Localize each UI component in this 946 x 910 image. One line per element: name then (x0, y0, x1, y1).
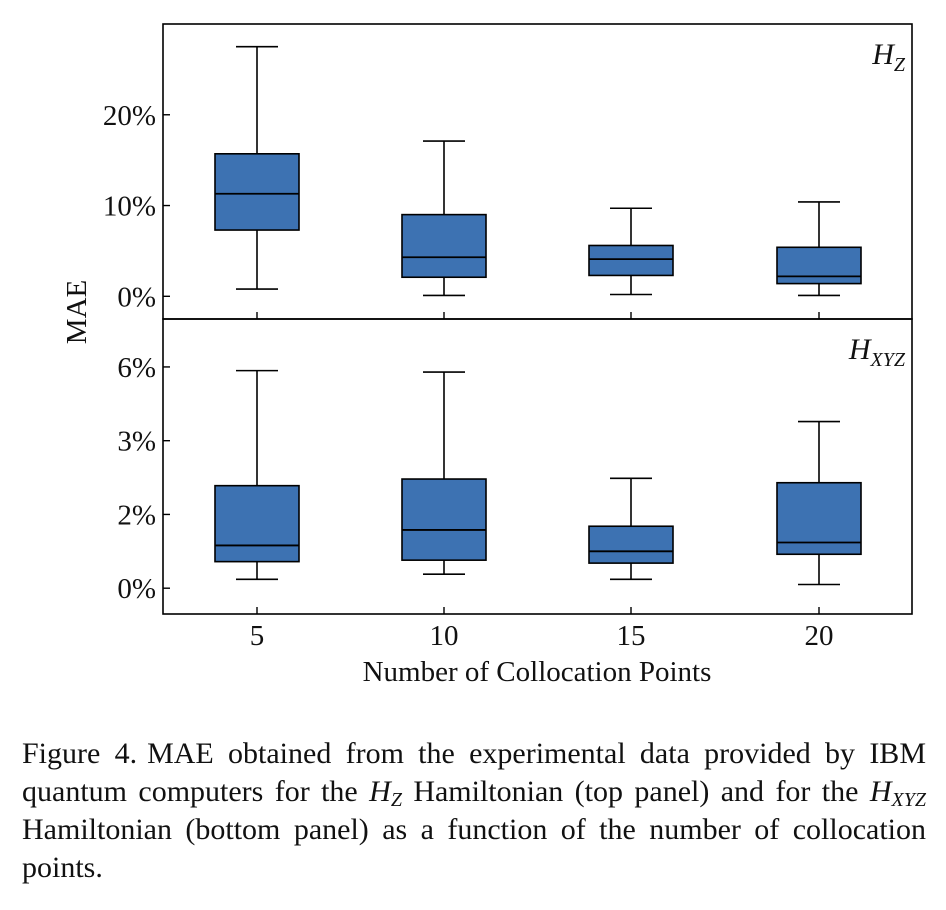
bottom-panel: 0% 2% 3% 6% HXYZ 5 10 15 20 (117, 318, 913, 652)
bottom-box-20 (776, 420, 862, 586)
top-y-tick-label: 0% (117, 281, 156, 313)
x-tick-label: 15 (617, 620, 646, 652)
box-iqr (588, 525, 674, 564)
figure-caption: Figure 4. MAE obtained from the experimen… (22, 735, 926, 887)
x-tick-label: 10 (430, 620, 459, 652)
bottom-y-tick-label: 2% (117, 499, 156, 531)
box-iqr (776, 246, 862, 285)
box-iqr (588, 244, 674, 277)
box-iqr (401, 478, 487, 561)
top-box-10 (401, 140, 487, 297)
top-box-15 (588, 207, 674, 296)
top-panel-label: HZ (871, 38, 906, 76)
bottom-panel-frame (162, 318, 913, 615)
caption-text-2: Hamiltonian (top panel) and for the (401, 775, 870, 808)
caption-label: Figure 4. (22, 737, 138, 770)
bottom-box-5 (214, 369, 300, 581)
bottom-box-15 (588, 477, 674, 581)
top-box-5 (214, 45, 300, 290)
x-tick-label: 20 (805, 620, 834, 652)
caption-hxyz: HXYZ (869, 775, 926, 811)
bottom-y-tick-label: 0% (117, 573, 156, 605)
box-iqr (776, 481, 862, 556)
box-iqr (214, 484, 300, 563)
x-axis-label: Number of Collocation Points (363, 656, 712, 688)
bottom-y-tick-label: 6% (117, 352, 156, 384)
box-iqr (214, 153, 300, 231)
top-panel: 0% 10% 20% HZ (103, 23, 913, 320)
top-box-20 (776, 201, 862, 297)
bottom-y-tick-label: 3% (117, 426, 156, 458)
bottom-panel-label: HXYZ (848, 333, 906, 371)
caption-text-1: MAE obtained from the experimental data … (22, 737, 926, 808)
top-y-tick-label: 10% (103, 191, 156, 223)
box-iqr (401, 213, 487, 279)
caption-text-3: Hamiltonian (bottom panel) as a function… (22, 813, 926, 884)
x-tick-label: 5 (250, 620, 265, 652)
bottom-box-10 (401, 371, 487, 575)
y-axis-label: MAE (61, 280, 93, 344)
figure-chart: 0% 10% 20% HZ 0% 2% 3% 6% HXYZ 5 10 15 20 MAE Numbe… (61, 23, 913, 688)
top-y-tick-label: 20% (103, 100, 156, 132)
caption-hz: HZ (369, 775, 402, 811)
